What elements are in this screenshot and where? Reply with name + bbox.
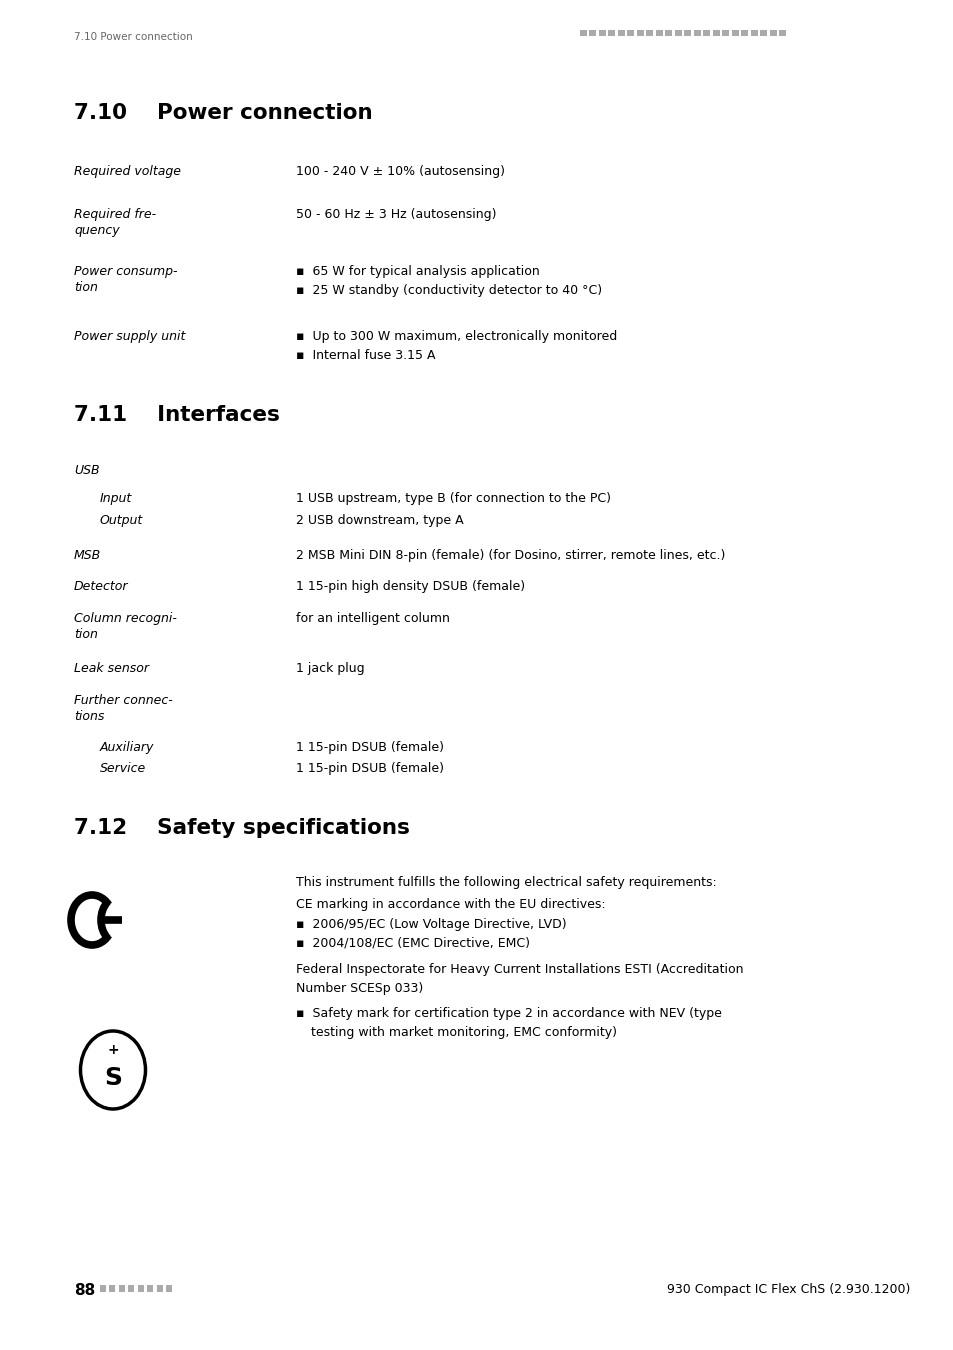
- Bar: [100, 1285, 106, 1292]
- Bar: [731, 30, 739, 36]
- Bar: [721, 30, 729, 36]
- Bar: [119, 1285, 125, 1292]
- Bar: [779, 30, 785, 36]
- Text: quency: quency: [74, 224, 119, 238]
- Text: ▪  Safety mark for certification type 2 in accordance with NEV (type: ▪ Safety mark for certification type 2 i…: [295, 1007, 721, 1021]
- Bar: [157, 1285, 163, 1292]
- Bar: [656, 30, 662, 36]
- Text: 7.11    Interfaces: 7.11 Interfaces: [74, 405, 279, 425]
- Bar: [675, 30, 681, 36]
- Text: Column recogni-: Column recogni-: [74, 612, 176, 625]
- Bar: [750, 30, 758, 36]
- Text: CE marking in accordance with the EU directives:: CE marking in accordance with the EU dir…: [295, 898, 605, 911]
- Bar: [167, 1285, 172, 1292]
- Text: 50 - 60 Hz ± 3 Hz (autosensing): 50 - 60 Hz ± 3 Hz (autosensing): [295, 208, 496, 221]
- Text: Required fre-: Required fre-: [74, 208, 156, 221]
- Bar: [148, 1285, 153, 1292]
- Text: 1 15-pin DSUB (female): 1 15-pin DSUB (female): [295, 761, 443, 775]
- Text: Number SCESp 033): Number SCESp 033): [295, 981, 423, 995]
- Text: for an intelligent column: for an intelligent column: [295, 612, 450, 625]
- Bar: [627, 30, 634, 36]
- Text: tions: tions: [74, 710, 104, 724]
- Bar: [769, 30, 776, 36]
- Text: tion: tion: [74, 281, 98, 294]
- Bar: [665, 30, 672, 36]
- Text: 1 USB upstream, type B (for connection to the PC): 1 USB upstream, type B (for connection t…: [295, 491, 610, 505]
- Text: 2 MSB Mini DIN 8-pin (female) (for Dosino, stirrer, remote lines, etc.): 2 MSB Mini DIN 8-pin (female) (for Dosin…: [295, 549, 724, 562]
- Bar: [646, 30, 653, 36]
- Text: 7.10    Power connection: 7.10 Power connection: [74, 103, 373, 123]
- Text: 1 15-pin high density DSUB (female): 1 15-pin high density DSUB (female): [295, 580, 524, 593]
- Text: Auxiliary: Auxiliary: [100, 741, 154, 755]
- Text: 930 Compact IC Flex ChS (2.930.1200): 930 Compact IC Flex ChS (2.930.1200): [666, 1282, 909, 1296]
- Text: 1 15-pin DSUB (female): 1 15-pin DSUB (female): [295, 741, 443, 755]
- Text: ▪  2006/95/EC (Low Voltage Directive, LVD): ▪ 2006/95/EC (Low Voltage Directive, LVD…: [295, 918, 566, 932]
- Text: This instrument fulfills the following electrical safety requirements:: This instrument fulfills the following e…: [295, 876, 716, 890]
- Text: Service: Service: [100, 761, 146, 775]
- Text: S: S: [104, 1066, 122, 1089]
- Text: USB: USB: [74, 464, 99, 477]
- Bar: [608, 30, 615, 36]
- Text: ▪  Up to 300 W maximum, electronically monitored: ▪ Up to 300 W maximum, electronically mo…: [295, 329, 617, 343]
- Text: Federal Inspectorate for Heavy Current Installations ESTI (Accreditation: Federal Inspectorate for Heavy Current I…: [295, 963, 742, 976]
- Text: ▪  65 W for typical analysis application: ▪ 65 W for typical analysis application: [295, 265, 539, 278]
- Bar: [712, 30, 720, 36]
- Text: ▪  Internal fuse 3.15 A: ▪ Internal fuse 3.15 A: [295, 350, 435, 362]
- Bar: [693, 30, 700, 36]
- Bar: [138, 1285, 144, 1292]
- Bar: [702, 30, 710, 36]
- Text: testing with market monitoring, EMC conformity): testing with market monitoring, EMC conf…: [311, 1026, 617, 1040]
- Text: Required voltage: Required voltage: [74, 165, 181, 178]
- Bar: [598, 30, 605, 36]
- Bar: [579, 30, 586, 36]
- Text: Power consump-: Power consump-: [74, 265, 177, 278]
- Text: Detector: Detector: [74, 580, 129, 593]
- Bar: [129, 1285, 134, 1292]
- Text: Further connec-: Further connec-: [74, 694, 172, 707]
- Text: ▪  25 W standby (conductivity detector to 40 °C): ▪ 25 W standby (conductivity detector to…: [295, 284, 601, 297]
- Bar: [684, 30, 691, 36]
- Text: ▪  2004/108/EC (EMC Directive, EMC): ▪ 2004/108/EC (EMC Directive, EMC): [295, 937, 530, 950]
- Text: Input: Input: [100, 491, 132, 505]
- Bar: [589, 30, 596, 36]
- Text: 1 jack plug: 1 jack plug: [295, 662, 364, 675]
- Text: Leak sensor: Leak sensor: [74, 662, 149, 675]
- Bar: [760, 30, 767, 36]
- Text: MSB: MSB: [74, 549, 101, 562]
- Text: 7.12    Safety specifications: 7.12 Safety specifications: [74, 818, 410, 838]
- Bar: [618, 30, 624, 36]
- Bar: [740, 30, 748, 36]
- Text: 88: 88: [74, 1282, 95, 1297]
- Bar: [110, 1285, 115, 1292]
- Text: tion: tion: [74, 628, 98, 641]
- Text: Power supply unit: Power supply unit: [74, 329, 185, 343]
- Bar: [637, 30, 643, 36]
- Text: 7.10 Power connection: 7.10 Power connection: [74, 32, 193, 42]
- Text: Output: Output: [100, 514, 143, 526]
- Text: 2 USB downstream, type A: 2 USB downstream, type A: [295, 514, 463, 526]
- Text: +: +: [107, 1044, 119, 1057]
- Text: 100 - 240 V ± 10% (autosensing): 100 - 240 V ± 10% (autosensing): [295, 165, 504, 178]
